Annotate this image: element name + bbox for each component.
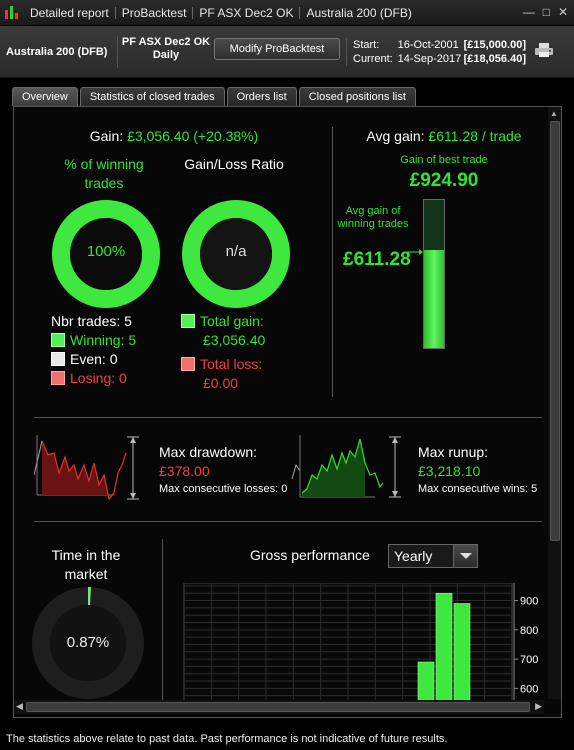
gain-label: Gain: (89, 128, 124, 144)
max-consec-wins: Max consecutive wins: 5 (418, 483, 538, 495)
title-segment: PF ASX Dec2 OK (193, 6, 301, 19)
max-runup-value: £3,218.10 (418, 463, 481, 479)
instrument-name: Australia 200 (DFB) (6, 36, 118, 68)
runup-sparkline (290, 435, 405, 503)
losing-swatch (51, 371, 65, 385)
scroll-up-icon[interactable]: ▲ (550, 109, 558, 118)
gross-performance-label: Gross performance (250, 547, 370, 563)
chart-y-tick-label: 900 (520, 596, 538, 608)
total-loss-value: £0.00 (203, 375, 239, 391)
vertical-scrollbar[interactable]: ▲ (548, 107, 561, 699)
winning-swatch (51, 333, 65, 347)
total-gain-swatch (181, 314, 195, 328)
tab-orders-list[interactable]: Orders list (226, 87, 297, 106)
report-header: Australia 200 (DFB) PF ASX Dec2 OK Daily… (0, 26, 574, 78)
print-icon[interactable] (534, 42, 554, 58)
start-label: Start: (353, 39, 380, 51)
divider (162, 539, 163, 709)
max-drawdown-label: Max drawdown: (159, 444, 258, 460)
avg-winning-value: £611.28 (343, 249, 411, 270)
pct-winning-gauge: 100% (51, 199, 161, 309)
time-in-market-gauge: 0.87% (32, 587, 144, 699)
total-loss-swatch (181, 357, 195, 371)
start-date: 16-Oct-2001 (397, 39, 459, 51)
max-drawdown-value: £378.00 (159, 463, 210, 479)
horizontal-scrollbar[interactable]: ◀ ▶ (14, 700, 544, 714)
chart-bar (435, 592, 453, 704)
scroll-right-icon[interactable]: ▶ (535, 701, 542, 711)
gain-loss-totals: Total gain: £3,056.40 Total loss: £0.00 (181, 312, 265, 393)
gain-loss-ratio-label: Gain/Loss Ratio (184, 156, 284, 172)
overview-panel: Gain: £3,056.40 (+20.38%) % of winning t… (13, 106, 562, 718)
gain-loss-ratio-gauge: n/a (181, 199, 291, 309)
separator (34, 417, 542, 418)
chevron-down-icon[interactable] (453, 545, 477, 567)
chart-bar (453, 603, 471, 704)
trade-counts: Nbr trades: 5 Winning: 5 Even: 0 Losing:… (51, 312, 136, 388)
max-runup-label: Max runup: (418, 444, 489, 460)
winning-count: Winning: 5 (70, 332, 137, 348)
avg-gain-bar (423, 199, 445, 349)
date-range: Start: 16-Oct-2001 [£15,000.00] Current:… (346, 38, 526, 66)
even-swatch (51, 352, 65, 366)
app-chart-icon (4, 5, 20, 20)
period-select-value: Yearly (394, 548, 433, 564)
divider (332, 127, 333, 397)
title-segment: ProBacktest (116, 6, 194, 19)
avg-winning-label: Avg gain of winning trades (337, 205, 409, 230)
losing-count: Losing: 0 (70, 370, 127, 386)
pct-winning-label: % of winning trades (64, 156, 144, 191)
tab-closed-positions[interactable]: Closed positions list (298, 87, 416, 106)
close-icon[interactable]: ✕ (557, 5, 568, 19)
maximize-icon[interactable]: □ (542, 5, 550, 19)
avg-gain-value: £611.28 / trade (428, 128, 522, 144)
gain-summary: Gain: £3,056.40 (+20.38%) (14, 128, 334, 144)
nbr-trades: Nbr trades: 5 (51, 313, 132, 329)
best-trade-label: Gain of best trade (400, 154, 488, 166)
start-value: [£15,000.00] (463, 39, 526, 51)
current-value: [£18,056.40] (463, 53, 526, 65)
disclaimer-footer: The statistics above relate to past data… (0, 729, 574, 750)
system-name: PF ASX Dec2 OK (121, 36, 211, 48)
current-date: 14-Sep-2017 (397, 53, 462, 65)
avg-marker-arrow-icon (407, 244, 423, 255)
chart-y-tick-label: 600 (520, 683, 538, 695)
gross-performance-chart: 900 800 700 600 (182, 582, 552, 704)
scroll-left-icon[interactable]: ◀ (16, 701, 23, 711)
chart-bar (417, 661, 435, 704)
system-info: PF ASX Dec2 OK Daily (121, 36, 211, 62)
gain-value: £3,056.40 (+20.38%) (127, 128, 259, 144)
title-segment: Australia 200 (DFB) (306, 5, 412, 20)
best-trade-value: £924.90 (409, 170, 479, 191)
tab-statistics[interactable]: Statistics of closed trades (79, 87, 225, 106)
period-select[interactable]: Yearly (388, 544, 478, 568)
separator (34, 521, 542, 522)
vertical-scroll-thumb[interactable] (550, 121, 560, 541)
chart-y-tick-label: 800 (520, 625, 538, 637)
report-tabs: Overview Statistics of closed trades Ord… (12, 87, 416, 106)
avg-gain-bar-fill (424, 250, 444, 348)
even-count: Even: 0 (70, 351, 118, 367)
total-gain-label: Total gain: (200, 313, 264, 329)
gain-loss-ratio-value: n/a (225, 243, 247, 260)
max-consec-losses: Max consecutive losses: 0 (159, 483, 288, 495)
time-in-market-label: Time in the market (51, 547, 121, 582)
minimize-icon[interactable]: — (522, 5, 535, 19)
current-label: Current: (353, 53, 393, 65)
pct-winning-value: 100% (86, 243, 126, 260)
tab-overview[interactable]: Overview (12, 87, 78, 106)
horizontal-scroll-thumb[interactable] (26, 702, 530, 712)
total-gain-value: £3,056.40 (203, 332, 266, 348)
avg-gain-label: Avg gain: (366, 128, 425, 144)
drawdown-sparkline (33, 435, 144, 503)
time-in-market-value: 0.87% (66, 634, 110, 651)
total-loss-label: Total loss: (200, 356, 263, 372)
timeframe: Daily (152, 49, 180, 61)
modify-probacktest-button[interactable]: Modify ProBacktest (214, 38, 340, 60)
avg-gain-summary: Avg gain: £611.28 / trade (339, 128, 549, 144)
title-segment: Detailed report (24, 6, 116, 19)
chart-y-tick-label: 700 (520, 654, 538, 666)
window-titlebar: Detailed report ProBacktest PF ASX Dec2 … (0, 0, 574, 26)
